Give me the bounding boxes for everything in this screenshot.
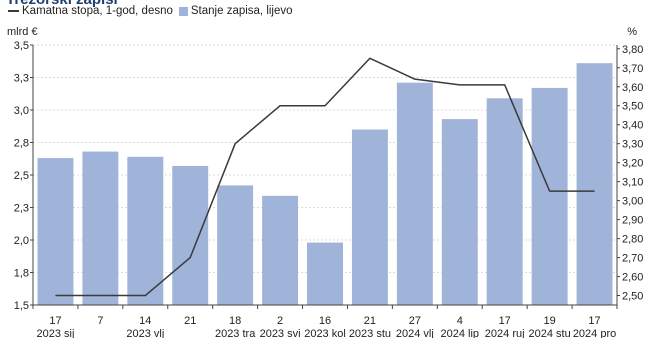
right-axis-unit: % xyxy=(627,26,637,38)
x-tick-label: 21 xyxy=(184,315,196,327)
left-tick-label: 2,5 xyxy=(14,170,29,182)
right-tick-label: 3,10 xyxy=(622,177,643,189)
x-group-label: 2023 kol xyxy=(304,328,346,338)
bar xyxy=(127,156,164,305)
legend-line-swatch xyxy=(8,10,19,12)
legend-bar-label: Stanje zapisa, lijevo xyxy=(190,5,293,17)
legend-bar-swatch xyxy=(178,6,188,16)
x-tick-label: 19 xyxy=(543,315,555,327)
bar-series xyxy=(37,63,613,306)
left-tick-label: 3,3 xyxy=(14,73,29,85)
x-group-label: 2023 stu xyxy=(349,328,391,338)
x-tick-label: 16 xyxy=(319,315,331,327)
x-tick-label: 17 xyxy=(588,315,600,327)
bar xyxy=(351,129,388,305)
x-group-label: 2023 vlj xyxy=(126,328,164,338)
x-tick-label: 4 xyxy=(457,315,463,327)
bar xyxy=(307,242,343,305)
x-tick-label: 17 xyxy=(49,315,61,327)
left-tick-label: 1,5 xyxy=(14,300,29,312)
left-tick-label: 2,3 xyxy=(14,203,29,215)
bar xyxy=(396,82,433,305)
x-tick-label: 2 xyxy=(277,315,283,327)
x-group-label: 2024 pro xyxy=(573,328,616,338)
x-tick-label: 17 xyxy=(499,315,511,327)
x-tick-label: 27 xyxy=(409,315,421,327)
bar xyxy=(172,165,209,305)
right-tick-label: 3,80 xyxy=(622,44,643,56)
right-tick-label: 3,40 xyxy=(622,120,643,132)
x-group-label: 2023 sij xyxy=(37,328,75,338)
right-tick-label: 3,70 xyxy=(622,63,643,75)
x-group-label: 2023 tra xyxy=(215,328,256,338)
right-tick-label: 2,90 xyxy=(622,215,643,227)
right-tick-label: 2,80 xyxy=(622,234,643,246)
left-tick-label: 2,8 xyxy=(14,138,29,150)
x-tick-label: 21 xyxy=(364,315,376,327)
bar xyxy=(441,119,478,305)
left-tick-label: 3,0 xyxy=(14,105,29,117)
right-tick-label: 3,30 xyxy=(622,139,643,151)
chart-legend: Kamatna stopa, 1-god, desno Stanje zapis… xyxy=(8,5,293,17)
bar xyxy=(531,87,568,306)
x-group-label: 2023 svi xyxy=(260,328,301,338)
bar xyxy=(486,98,523,305)
x-group-label: 2024 lip xyxy=(440,328,479,338)
left-axis-unit: mlrd € xyxy=(7,26,38,38)
left-axis-ticks: 1,5 1,8 2,0 2,3 2,5 2,8 3,0 3,3 3,5 xyxy=(14,40,33,312)
x-tick-label: 7 xyxy=(97,315,103,327)
bar xyxy=(217,185,254,305)
left-tick-label: 1,8 xyxy=(14,268,29,280)
x-tick-label: 14 xyxy=(139,315,151,327)
bar xyxy=(576,63,613,306)
x-tick-label: 18 xyxy=(229,315,241,327)
bar xyxy=(82,151,119,305)
right-tick-label: 2,60 xyxy=(622,272,643,284)
right-tick-label: 3,00 xyxy=(622,196,643,208)
right-axis-ticks: 2,50 2,60 2,70 2,80 2,90 3,00 3,10 3,20 3,30 3,40… xyxy=(617,44,643,303)
right-tick-label: 3,60 xyxy=(622,82,643,94)
right-tick-label: 3,50 xyxy=(622,101,643,113)
left-tick-label: 3,5 xyxy=(14,40,29,52)
legend-item-line: Kamatna stopa, 1-god, desno xyxy=(8,5,173,17)
left-tick-label: 2,0 xyxy=(14,235,29,247)
x-group-label: 2024 vlj xyxy=(396,328,434,338)
bar xyxy=(262,195,299,305)
chart-title: Trezorski zapisi xyxy=(6,0,118,8)
x-group-label: 2024 stu xyxy=(529,328,571,338)
legend-line-label: Kamatna stopa, 1-god, desno xyxy=(22,5,173,17)
x-group-label: 2024 ruj xyxy=(485,328,525,338)
right-tick-label: 3,20 xyxy=(622,158,643,170)
right-tick-label: 2,50 xyxy=(622,291,643,303)
legend-item-bar: Stanje zapisa, lijevo xyxy=(178,5,293,17)
line-series xyxy=(55,57,595,297)
series-line xyxy=(55,57,595,297)
right-tick-label: 2,70 xyxy=(622,253,643,265)
bar xyxy=(37,158,74,305)
